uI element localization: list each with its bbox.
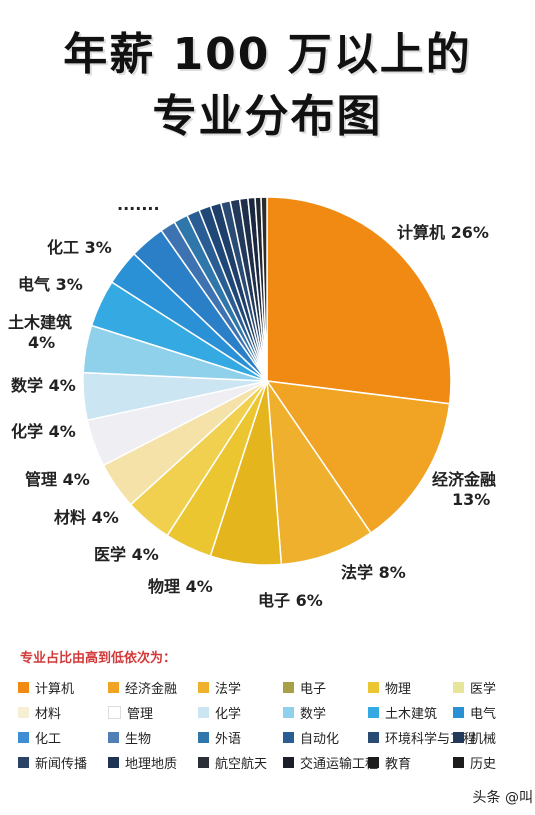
legend-label: 物理 <box>385 681 412 697</box>
legend-swatch <box>453 731 464 743</box>
pie-label-2: 法学 8% <box>341 563 406 582</box>
legend-item: 自动化 <box>275 726 360 748</box>
legend-label: 法学 <box>215 681 242 697</box>
legend-swatch <box>108 705 121 719</box>
legend-swatch <box>283 756 294 768</box>
legend-swatch <box>368 731 379 743</box>
legend-label: 电气 <box>470 706 497 722</box>
legend-item: 环境科学与工程 <box>360 726 476 748</box>
legend-label: 历史 <box>470 756 497 772</box>
legend-item: 地理地质 <box>100 751 190 773</box>
legend-label: 化工 <box>35 731 62 747</box>
legend-swatch <box>283 731 294 743</box>
legend-title: 专业占比由高到低依次为： <box>20 651 177 666</box>
legend-item: 化学 <box>190 701 275 723</box>
pie-label-7: 管理 4% <box>25 470 90 489</box>
legend-swatch <box>108 731 119 743</box>
legend-item: 物理 <box>360 676 445 698</box>
legend-label: 新闻传播 <box>35 756 88 772</box>
ellipsis-label: ······· <box>117 199 160 218</box>
legend-item: 材料 <box>10 701 100 723</box>
legend-label: 自动化 <box>300 731 340 747</box>
legend-swatch <box>368 706 379 718</box>
legend-label: 生物 <box>125 731 152 747</box>
legend-swatch <box>198 756 209 768</box>
legend-item: 电气 <box>445 701 515 723</box>
legend-item: 经济金融 <box>100 676 190 698</box>
legend-swatch <box>453 681 464 693</box>
pie-label-3: 电子 6% <box>258 591 323 610</box>
title-line-2: 专业分布图 <box>152 91 383 142</box>
legend-item: 历史 <box>445 751 515 773</box>
legend-item: 交通运输工程 <box>275 751 378 773</box>
pie-label-0: 计算机 26% <box>397 223 489 242</box>
legend-label: 医学 <box>470 681 497 697</box>
legend-swatch <box>453 706 464 718</box>
pie-label-5: 医学 4% <box>94 545 159 564</box>
legend-item: 机械 <box>445 726 515 748</box>
legend-swatch <box>18 756 29 768</box>
legend-swatch <box>198 731 209 743</box>
pie-label-12: 化工 3% <box>47 238 112 257</box>
legend-label: 教育 <box>385 756 412 772</box>
pie-label-8: 化学 4% <box>11 422 76 441</box>
legend-label: 计算机 <box>35 681 75 697</box>
legend-swatch <box>108 756 119 768</box>
legend-item: 新闻传播 <box>10 751 100 773</box>
pie-label-4: 物理 4% <box>148 577 213 596</box>
legend-swatch <box>18 681 29 693</box>
legend-grid: 计算机 经济金融 法学 电子 物理 医学材料 管理 化学 数学 土木建筑 电气化工 生物 外语 自动化 环境… <box>10 676 530 776</box>
legend-label: 管理 <box>127 706 154 722</box>
legend-item: 医学 <box>445 676 515 698</box>
legend-label: 机械 <box>470 731 497 747</box>
legend-item: 化工 <box>10 726 100 748</box>
legend-label: 土木建筑 <box>385 706 438 722</box>
legend-item: 土木建筑 <box>360 701 445 723</box>
pie-slices <box>82 196 452 566</box>
pie-label-6: 材料 4% <box>54 508 119 527</box>
pie-label-11: 电气 3% <box>18 275 83 294</box>
pie-label-9: 数学 4% <box>11 376 76 395</box>
legend-label: 外语 <box>215 731 242 747</box>
legend-label: 电子 <box>300 681 327 697</box>
legend-swatch <box>283 681 294 693</box>
pie-slice-2 <box>266 378 372 566</box>
legend-swatch <box>283 706 294 718</box>
legend-swatch <box>108 681 119 693</box>
legend-item: 法学 <box>190 676 275 698</box>
legend-item: 计算机 <box>10 676 100 698</box>
pie-label-1: 经济金融 13% <box>432 470 496 509</box>
pie-slice-1 <box>265 380 451 534</box>
pie-label-10: 土木建筑 4% <box>8 313 72 352</box>
legend-label: 化学 <box>215 706 242 722</box>
watermark: 头条 @叫 <box>472 790 533 806</box>
legend-label: 交通运输工程 <box>300 756 379 772</box>
pie-slice-0 <box>266 196 452 405</box>
legend-label: 数学 <box>300 706 327 722</box>
legend-swatch <box>368 681 379 693</box>
legend-swatch <box>18 706 29 718</box>
legend-item: 电子 <box>275 676 360 698</box>
legend-swatch <box>453 756 464 768</box>
legend-item: 教育 <box>360 751 445 773</box>
legend-label: 材料 <box>35 706 62 722</box>
legend-item: 生物 <box>100 726 190 748</box>
title-line-1: 年薪 100 万以上的 <box>63 29 472 80</box>
legend-item: 航空航天 <box>190 751 275 773</box>
legend: 专业占比由高到低依次为： 计算机 经济金融 法学 电子 物理 医学材料 管理 化学 数学 土木建筑… <box>10 648 530 776</box>
legend-item: 管理 <box>100 701 190 723</box>
pie-labels: 计算机 26% 经济金融 13% 法学 8% 电子 6% 物理 4% 医学 4% 材料 4% 管… <box>8 223 496 610</box>
legend-label: 地理地质 <box>125 756 178 772</box>
legend-item: 数学 <box>275 701 360 723</box>
legend-swatch <box>368 756 379 768</box>
legend-label: 航空航天 <box>215 756 268 772</box>
pie-chart: 计算机 26% 经济金融 13% 法学 8% 电子 6% 物理 4% 医学 4% 材料 4% 管… <box>8 196 496 610</box>
legend-swatch <box>18 731 29 743</box>
legend-swatch <box>198 681 209 693</box>
legend-item: 外语 <box>190 726 275 748</box>
legend-label: 经济金融 <box>125 681 178 697</box>
pie-slice-23 <box>260 196 268 382</box>
legend-swatch <box>198 706 209 718</box>
